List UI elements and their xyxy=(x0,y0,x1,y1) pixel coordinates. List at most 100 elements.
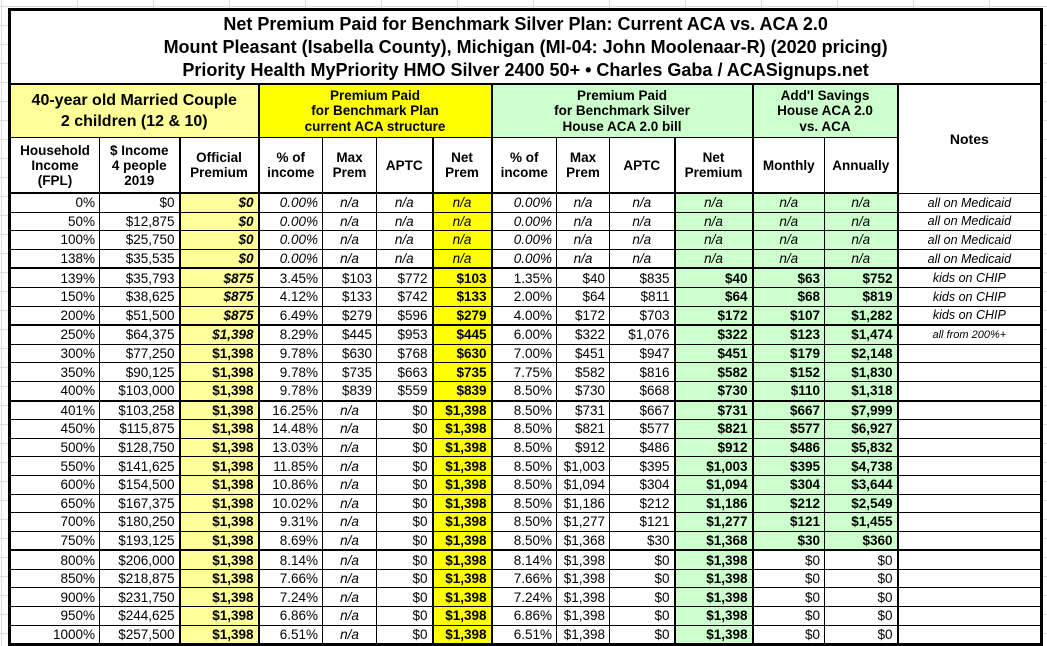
cell-house_net: $821 xyxy=(673,419,754,439)
cell-aca_max: n/a xyxy=(322,211,377,232)
table-row-0pct: 0% $0 $0 0.00% n/a n/a n/a 0.00% n/a n/a n/a n/a n/a… xyxy=(9,192,1043,213)
group-savings-line-3: vs. ACA xyxy=(799,118,851,134)
cell-house_aptc: $577 xyxy=(609,419,675,439)
cell-aca_max: n/a xyxy=(322,230,377,250)
cell-aca_net: $1,398 xyxy=(431,606,493,626)
cell-house_net: n/a xyxy=(673,211,754,232)
cell-house_pct: 8.50% xyxy=(491,530,557,552)
cell-aca_net: $1,398 xyxy=(431,474,493,495)
cell-house_max: $730 xyxy=(556,380,610,402)
cell-aca_net: n/a xyxy=(431,248,493,270)
cell-monthly: $179 xyxy=(752,343,825,364)
cell-house_pct: 6.86% xyxy=(491,606,557,626)
cell-aca_pct: 0.00% xyxy=(258,192,323,213)
cell-aca_pct: 16.25% xyxy=(258,400,323,421)
cell-monthly: $68 xyxy=(752,286,825,307)
cell-note: all on Medicaid xyxy=(896,211,1043,232)
cell-aca_max: $103 xyxy=(322,267,377,288)
cell-aca_aptc: $0 xyxy=(376,456,433,476)
cell-house_pct: 0.00% xyxy=(491,211,557,232)
cell-aca_aptc: $0 xyxy=(376,493,433,514)
cell-aca_pct: 9.78% xyxy=(258,362,323,382)
cell-aca_net: $133 xyxy=(431,286,493,307)
cell-monthly: n/a xyxy=(752,230,825,250)
cell-note xyxy=(896,512,1043,532)
cell-income: $141,625 xyxy=(99,456,181,476)
table-body: 0% $0 $0 0.00% n/a n/a n/a 0.00% n/a n/a n/a n/a n/a… xyxy=(9,192,1043,646)
cell-annually: $1,318 xyxy=(824,380,899,402)
cell-fpl: 0% xyxy=(9,192,100,213)
group-savings-line-1: Add'l Savings xyxy=(780,87,870,103)
group-house-aca-line-1: Premium Paid xyxy=(576,87,668,103)
cell-monthly: $667 xyxy=(752,400,825,421)
cell-note xyxy=(896,568,1043,589)
cell-fpl: 950% xyxy=(9,606,100,626)
cell-aca_pct: 9.31% xyxy=(258,512,323,532)
column-header-fpl: Household Income (FPL) xyxy=(9,137,100,194)
cell-house_net: $451 xyxy=(673,343,754,364)
cell-aca_max: n/a xyxy=(322,624,377,646)
cell-annually: $2,549 xyxy=(824,493,899,514)
cell-income: $231,750 xyxy=(99,587,181,608)
column-header-aca_pct-text: income xyxy=(267,165,315,180)
cell-note xyxy=(896,624,1043,646)
column-header-aca_aptc-text: APTC xyxy=(385,157,423,173)
cell-house_aptc: $835 xyxy=(609,267,675,288)
cell-aca_pct: 6.86% xyxy=(258,606,323,626)
cell-monthly: n/a xyxy=(752,248,825,270)
cell-income: $35,793 xyxy=(99,267,181,288)
cell-annually: $360 xyxy=(824,530,899,552)
cell-house_net: $912 xyxy=(673,437,754,458)
title-block: Net Premium Paid for Benchmark Silver Pl… xyxy=(8,9,1043,85)
table-row-900pct: 900% $231,750 $1,398 7.24% n/a $0 $1,398 7.24% $… xyxy=(9,587,1043,608)
table-row-139pct: 139% $35,793 $875 3.45% $103 $772 $103 1.35% $40… xyxy=(9,267,1043,288)
cell-aca_pct: 4.12% xyxy=(258,286,323,307)
cell-income: $128,750 xyxy=(99,437,181,458)
column-header-monthly: Monthly xyxy=(752,137,825,194)
cell-house_max: $821 xyxy=(556,419,610,439)
cell-house_aptc: $811 xyxy=(609,286,675,307)
cell-monthly: $0 xyxy=(752,568,825,589)
cell-aca_net: $445 xyxy=(431,324,493,345)
cell-house_max: $40 xyxy=(556,267,610,288)
cell-note xyxy=(896,493,1043,514)
column-header-house_pct: % of income xyxy=(491,137,557,194)
cell-official: $875 xyxy=(178,267,260,288)
title-line-1: Net Premium Paid for Benchmark Silver Pl… xyxy=(223,13,828,34)
cell-official: $0 xyxy=(178,211,260,232)
cell-house_max: n/a xyxy=(556,248,610,270)
cell-annually: n/a xyxy=(824,211,899,232)
cell-aca_pct: 14.48% xyxy=(258,419,323,439)
cell-annually: n/a xyxy=(824,248,899,270)
cell-house_max: $582 xyxy=(556,362,610,382)
cell-annually: $1,474 xyxy=(824,324,899,345)
cell-fpl: 138% xyxy=(9,248,100,270)
column-header-fpl-text: Household xyxy=(20,142,90,158)
column-header-aca_net-text: Net xyxy=(451,150,473,165)
group-header-family: 40-year old Married Couple 2 children (1… xyxy=(9,83,260,138)
cell-income: $51,500 xyxy=(99,305,181,327)
cell-income: $90,125 xyxy=(99,362,181,382)
cell-house_pct: 1.35% xyxy=(491,267,557,288)
cell-official: $1,398 xyxy=(178,343,260,364)
group-family-line-1: 40-year old Married Couple xyxy=(31,92,237,109)
column-header-fpl-text: (FPL) xyxy=(37,172,73,188)
cell-house_aptc: $212 xyxy=(609,493,675,514)
table-row-1000pct: 1000% $257,500 $1,398 6.51% n/a $0 $1,398 6.51%… xyxy=(9,624,1043,646)
cell-fpl: 900% xyxy=(9,587,100,608)
cell-house_aptc: $0 xyxy=(609,587,675,608)
cell-house_max: $1,398 xyxy=(556,624,610,646)
table-row-500pct: 500% $128,750 $1,398 13.03% n/a $0 $1,398 8.50%… xyxy=(9,437,1043,458)
cell-aca_net: $1,398 xyxy=(431,400,493,421)
column-header-house_pct-text: % of xyxy=(510,150,539,165)
cell-house_aptc: $816 xyxy=(609,362,675,382)
title-line-2: Mount Pleasant (Isabella County), Michig… xyxy=(163,36,888,57)
table-row-50pct: 50% $12,875 $0 0.00% n/a n/a n/a 0.00% n/a n/a n/a… xyxy=(9,211,1043,232)
group-family-line-2: 2 children (12 & 10) xyxy=(60,113,208,130)
table-row-950pct: 950% $244,625 $1,398 6.86% n/a $0 $1,398 6.86% $… xyxy=(9,606,1043,626)
cell-aca_net: $1,398 xyxy=(431,437,493,458)
cell-aca_max: $839 xyxy=(322,380,377,402)
column-header-house_net-text: Premium xyxy=(684,165,743,180)
cell-house_max: $64 xyxy=(556,286,610,307)
